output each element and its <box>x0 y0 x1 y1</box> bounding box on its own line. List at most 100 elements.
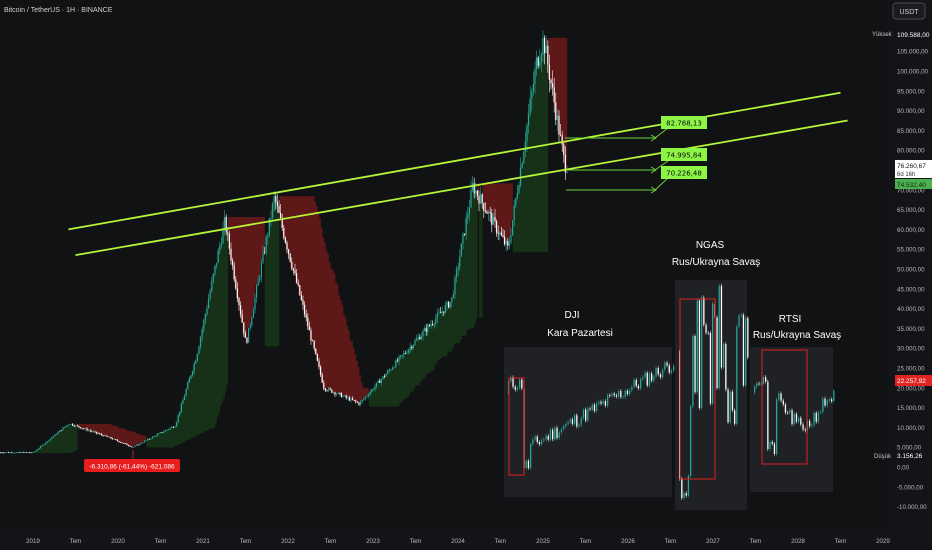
dji-candle-body <box>602 401 604 404</box>
dji-candle-body <box>541 440 543 445</box>
rtsi-candle-body <box>762 377 765 384</box>
candle-body <box>484 210 486 212</box>
candle-body <box>553 87 555 103</box>
time-tick-label: 2021 <box>196 538 210 545</box>
candle-body <box>334 392 336 395</box>
price-axis-panel[interactable] <box>888 0 932 550</box>
candles <box>0 30 568 454</box>
dji-candle-body <box>644 372 646 378</box>
candle-body <box>291 261 293 269</box>
candle-body <box>438 312 440 314</box>
ngas-candle-body <box>712 303 714 404</box>
level-arrow-connector <box>654 177 669 191</box>
candle-body <box>521 163 523 168</box>
dji-candle-body <box>591 404 593 410</box>
candle-body <box>548 64 550 80</box>
time-tick-label: Tem <box>155 538 167 545</box>
rtsi-candle-body <box>760 383 762 385</box>
candle-body <box>284 237 286 243</box>
candle-body <box>73 425 75 427</box>
annotations <box>132 127 669 459</box>
candle-body <box>124 443 126 445</box>
time-tick-label: 2028 <box>791 538 805 545</box>
candle-body <box>481 194 483 204</box>
time-axis-panel[interactable] <box>0 530 888 550</box>
price-tick-label: 40.000,00 <box>897 306 925 313</box>
dji-candle-body <box>510 377 512 382</box>
dji-candle-body <box>574 415 576 424</box>
candle-body <box>459 256 461 268</box>
candle-body <box>108 437 110 438</box>
price-tick-label: 5.000,00 <box>897 445 922 452</box>
candle-body <box>534 69 536 85</box>
price-tick-label: -5.000,00 <box>897 484 924 491</box>
candle-body <box>555 102 557 121</box>
candle-body <box>164 430 166 432</box>
candle-body <box>539 61 541 67</box>
dji-candle-body <box>545 435 547 440</box>
candle-body <box>251 317 253 326</box>
candle-body <box>364 396 366 399</box>
candle-body <box>497 232 499 235</box>
price-tick-label: 20.000,00 <box>897 385 925 392</box>
dji-candle-body <box>547 435 549 440</box>
dji-candle-body <box>578 424 580 427</box>
rtsi-candle-body <box>820 411 822 413</box>
candle-body <box>260 262 262 277</box>
candle-body <box>460 243 462 257</box>
rtsi-candle-body <box>795 414 798 422</box>
price-tick-label: 105.000,00 <box>897 49 929 56</box>
candle-body <box>326 390 328 392</box>
rtsi-candle-body <box>789 410 791 413</box>
candle-body <box>432 324 434 325</box>
ngas-candle-body <box>742 314 745 386</box>
ngas-candle-body <box>736 326 738 424</box>
dji-candle-body <box>519 379 521 388</box>
candle-body <box>224 216 226 228</box>
candle-body <box>441 311 443 313</box>
candle-body <box>91 431 93 432</box>
candle-body <box>214 265 216 274</box>
rtsi-candle-body <box>784 404 787 413</box>
candle-body <box>115 439 117 440</box>
candle-body <box>278 205 280 213</box>
current-price-value: 76.260,67 <box>897 163 926 170</box>
dji-candle-body <box>571 419 574 424</box>
candle-body <box>467 214 469 219</box>
candle-body <box>105 435 107 437</box>
ngas-candle-body <box>727 389 729 423</box>
candle-body <box>512 220 514 236</box>
candle-body <box>35 450 37 452</box>
candle-body <box>526 125 528 142</box>
candle-body <box>262 251 264 263</box>
candle-body <box>185 389 187 396</box>
currency-button[interactable] <box>892 2 926 20</box>
price-tick-label: -10.000,00 <box>897 504 927 511</box>
dji-candle-body <box>558 432 560 438</box>
candle-body <box>107 436 109 438</box>
price-tick-label: 95.000,00 <box>897 88 925 95</box>
dji-candle-body <box>613 393 615 396</box>
candle-body <box>88 430 90 432</box>
candle-body <box>32 452 34 453</box>
candle-body <box>276 202 278 206</box>
candle-body <box>374 386 376 390</box>
candle-body <box>369 391 371 395</box>
candle-body <box>419 337 421 340</box>
candle-body <box>558 115 560 135</box>
candle-body <box>152 436 154 439</box>
candle-body <box>449 302 451 308</box>
candle-body <box>352 398 354 400</box>
rtsi-candle-body <box>824 398 826 406</box>
candle-body <box>36 449 38 451</box>
candle-body <box>540 54 542 62</box>
candle-body <box>288 249 290 254</box>
candle-body <box>427 324 429 332</box>
candle-body <box>392 367 394 370</box>
candle-body <box>3 452 5 454</box>
dji-candle-body <box>670 370 673 373</box>
candle-body <box>513 205 515 221</box>
candle-body <box>198 346 200 354</box>
candle-body <box>81 428 83 430</box>
